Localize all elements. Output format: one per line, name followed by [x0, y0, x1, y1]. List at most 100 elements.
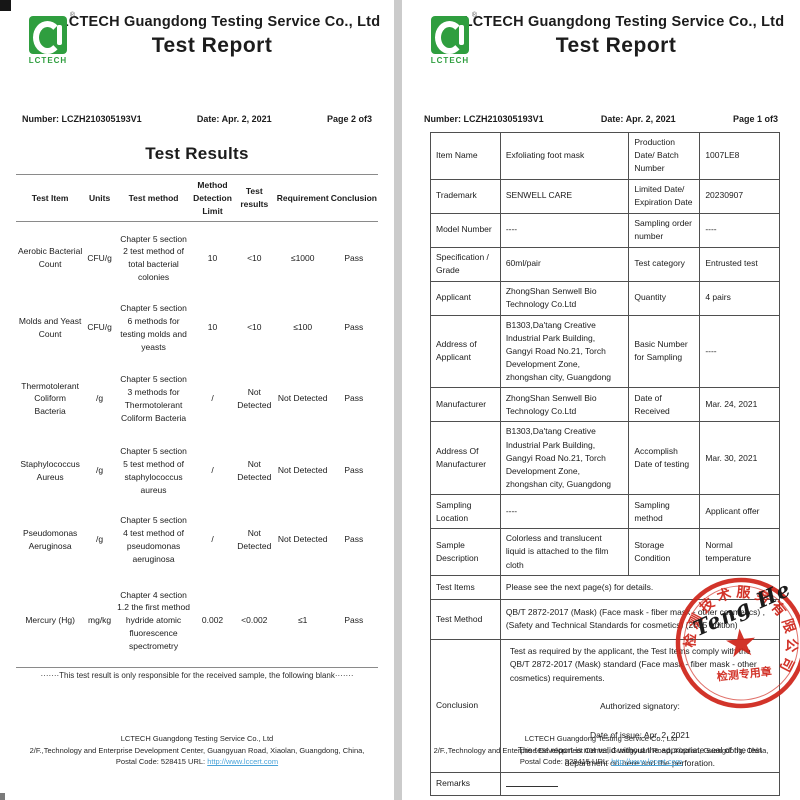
cell-requirement: ≤1: [298, 615, 308, 626]
table-row: Sampling Location ---- Sampling method A…: [430, 494, 780, 530]
report-number: LCZH210305193V1: [61, 114, 142, 124]
table-row: Manufacturer ZhongShan Senwell Bio Techn…: [430, 387, 780, 423]
cell-value: ZhongShan Senwell Bio Technology Co.Ltd: [499, 280, 630, 316]
report-page-1: ® LCTECH LCTECH Guangdong Testing Servic…: [402, 0, 800, 800]
cell-limit: 10: [207, 322, 218, 333]
cell-value: 20230907: [699, 178, 780, 214]
cell-label: Specification / Grade: [430, 246, 501, 282]
registered-trademark-icon: ®: [69, 12, 75, 19]
cell-label: Test Items: [430, 574, 501, 600]
table-row: Sample Description Colorless and translu…: [430, 528, 780, 576]
cell-requirement: ≤100: [293, 322, 313, 333]
report-meta-row: Number: LCZH210305193V1 Date: Apr. 2, 20…: [0, 114, 394, 124]
number-label: Number:: [424, 114, 462, 124]
date-label: Date:: [196, 114, 220, 124]
cell-label: Address of Applicant: [430, 314, 501, 389]
cell-method: Chapter 5 section 5 test method of staph…: [120, 446, 187, 495]
col-header-test-item: Test Item: [31, 192, 69, 203]
footer-company: LCTECH Guangdong Testing Service Co., Lt…: [524, 734, 678, 744]
cell-method: Chapter 4 section 1.2 the first method h…: [117, 589, 190, 651]
stamp-banner-text: 检测专用章: [716, 664, 772, 684]
table-row: Aerobic Bacterial Count CFU/g Chapter 5 …: [16, 222, 378, 294]
cell-test-item: Staphylococcus Aureus: [20, 459, 80, 482]
validity-note: The test report is not valid without the…: [517, 744, 763, 768]
company-seal-stamp: 检测技术服务有限公司 ★ 检测专用章: [675, 577, 800, 709]
test-results-table: Test Item Units Test method Method Detec…: [16, 174, 378, 668]
footer-postal-line: Postal Code: 528415 URL: http://www.lcce…: [402, 756, 800, 768]
table-row: Molds and Yeast Count CFU/g Chapter 5 se…: [16, 294, 378, 362]
cell-requirement: ≤1000: [290, 252, 315, 263]
cell-value: ----: [699, 212, 780, 248]
scan-corner-artifact: [0, 0, 11, 11]
page-footer: LCTECH Guangdong Testing Service Co., Lt…: [402, 733, 800, 768]
table-row: Staphylococcus Aureus /g Chapter 5 secti…: [16, 436, 378, 506]
col-header-units: Units: [88, 192, 111, 203]
cell-result: Not Detected: [237, 387, 272, 410]
cell-value: Mar. 24, 2021: [699, 387, 780, 423]
col-header-detection-limit: Method Detection Limit: [193, 180, 232, 216]
cell-label: Applicant: [430, 280, 501, 316]
cell-conclusion: Pass: [344, 465, 364, 476]
cell-label: Sampling order number: [628, 212, 701, 248]
cell-method: Chapter 5 section 3 methods for Thermoto…: [120, 374, 187, 423]
cell-label: Model Number: [430, 212, 501, 248]
table-row: Specification / Grade 60ml/pair Test cat…: [430, 246, 780, 282]
cell-limit: 0.002: [201, 615, 224, 626]
lctech-logo-icon: ®: [29, 12, 75, 54]
cell-label: Remarks: [430, 772, 501, 796]
cell-requirement: Not Detected: [277, 534, 328, 545]
cell-test-item: Molds and Yeast Count: [18, 316, 82, 339]
cell-label: Sample Description: [430, 528, 501, 576]
footer-url-link: http://www.lccert.com: [207, 757, 279, 767]
table-row: Item Name Exfoliating foot mask Producti…: [430, 132, 780, 180]
cell-conclusion: Pass: [344, 393, 364, 404]
table-row: Trademark SENWELL CARE Limited Date/ Exp…: [430, 178, 780, 214]
cell-remarks: [499, 772, 781, 796]
table-row: Test Method QB/T 2872-2017 (Mask) (Face …: [430, 598, 781, 640]
table-row: Thermotolerant Coliform Bacteria /g Chap…: [16, 362, 378, 436]
report-number: LCZH210305193V1: [463, 114, 544, 124]
cell-units: /g: [96, 465, 104, 476]
cell-value: 1007LE8: [699, 132, 780, 180]
authorized-signatory-label: Authorized signatory:: [599, 700, 680, 711]
cell-value: B1303,Da'tang Creative Industrial Park B…: [499, 314, 630, 389]
company-name: LCTECH Guangdong Testing Service Co., Lt…: [463, 14, 785, 30]
cell-label: Production Date/ Batch Number: [628, 132, 701, 180]
report-title: Test Report: [555, 34, 677, 57]
cell-result: <0.002: [241, 615, 268, 626]
cell-label: Date of Received: [628, 387, 701, 423]
report-date: Apr. 2, 2021: [221, 114, 272, 124]
cell-value: Entrusted test: [699, 246, 780, 282]
cell-value: Exfoliating foot mask: [499, 132, 630, 180]
cell-label: Sampling Location: [430, 494, 501, 530]
scan-edge-artifact: [0, 793, 5, 800]
cell-value: 60ml/pair: [499, 246, 630, 282]
cell-test-item: Pseudomonas Aeruginosa: [22, 528, 78, 551]
cell-limit: /: [211, 465, 214, 476]
cell-label: Address Of Manufacturer: [430, 421, 501, 496]
table-row: Model Number ---- Sampling order number …: [430, 212, 780, 248]
table-row: Pseudomonas Aeruginosa /g Chapter 5 sect…: [16, 506, 378, 574]
footer-postal: Postal Code: 528415 URL:: [519, 757, 612, 767]
col-header-test-results: Test results: [240, 186, 269, 210]
responsibility-note: ·······This test result is only responsi…: [40, 671, 354, 681]
cell-result: Not Detected: [237, 459, 272, 482]
table-row: Address Of Manufacturer B1303,Da'tang Cr…: [430, 421, 780, 496]
cell-units: CFU/g: [87, 322, 112, 333]
conclusion-text: Test as required by the applicant, the T…: [509, 645, 757, 683]
cell-value: 4 pairs: [699, 280, 780, 316]
cell-label: Basic Number for Sampling: [628, 314, 701, 389]
table-row: Mercury (Hg) mg/kg Chapter 4 section 1.2…: [16, 574, 378, 668]
logo-caption: LCTECH: [28, 56, 68, 65]
cell-result: <10: [247, 322, 262, 333]
cell-value: ----: [699, 314, 780, 389]
cell-requirement: Not Detected: [277, 465, 328, 476]
table-row: Applicant ZhongShan Senwell Bio Technolo…: [430, 280, 780, 316]
cell-value: ----: [499, 212, 630, 248]
cell-conclusion: Pass: [344, 534, 364, 545]
lctech-logo-icon: ®: [431, 12, 477, 54]
col-header-requirement: Requirement: [276, 192, 329, 203]
cell-value: ZhongShan Senwell Bio Technology Co.Ltd: [499, 387, 630, 423]
registered-trademark-icon: ®: [471, 12, 477, 19]
footer-postal-line: Postal Code: 528415 URL: http://www.lcce…: [0, 756, 394, 768]
